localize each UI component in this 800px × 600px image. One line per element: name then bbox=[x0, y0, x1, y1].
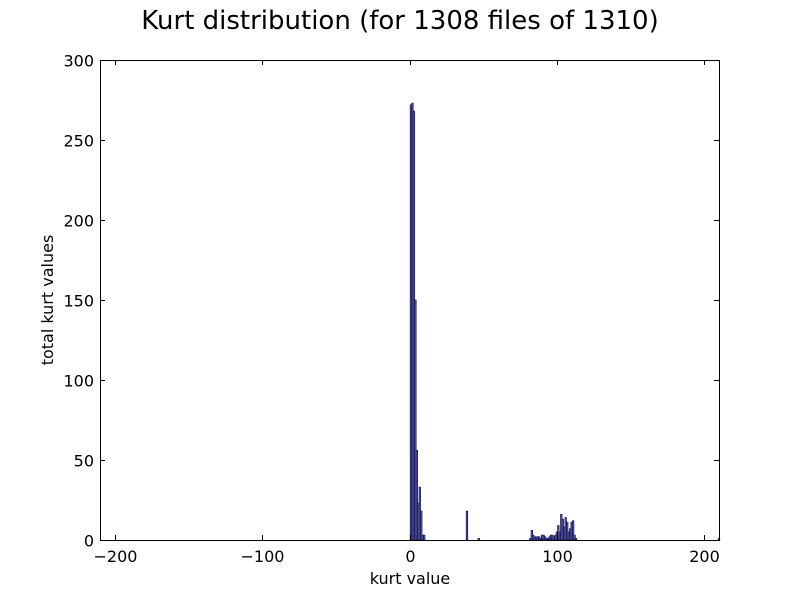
y-tick-label: 100 bbox=[63, 372, 94, 391]
y-axis-label: total kurt values bbox=[38, 235, 57, 366]
chart-title: Kurt distribution (for 1308 files of 131… bbox=[141, 6, 659, 36]
histogram-bar bbox=[423, 534, 426, 541]
x-tick-label: 100 bbox=[542, 547, 573, 566]
x-tick-label: 200 bbox=[689, 547, 720, 566]
bars-group bbox=[409, 102, 721, 541]
y-tick-label: 150 bbox=[63, 292, 94, 311]
histogram-bar bbox=[465, 510, 469, 541]
x-tick-label: −200 bbox=[94, 547, 138, 566]
y-tick-label: 250 bbox=[63, 132, 94, 151]
histogram-bar bbox=[574, 538, 578, 541]
y-tick-label: 200 bbox=[63, 212, 94, 231]
x-axis-label: kurt value bbox=[370, 569, 451, 588]
tick-labels-group: −200 −100 0 100 200 0 50 100 150 200 250 300 bbox=[63, 52, 719, 567]
y-tick-label: 0 bbox=[84, 532, 94, 551]
histogram-bar bbox=[477, 538, 480, 541]
y-tick-label: 300 bbox=[63, 52, 94, 71]
y-tick-label: 50 bbox=[74, 452, 94, 471]
ticks-group bbox=[100, 60, 719, 541]
x-tick-label: −100 bbox=[241, 547, 285, 566]
x-tick-label: 0 bbox=[405, 547, 415, 566]
